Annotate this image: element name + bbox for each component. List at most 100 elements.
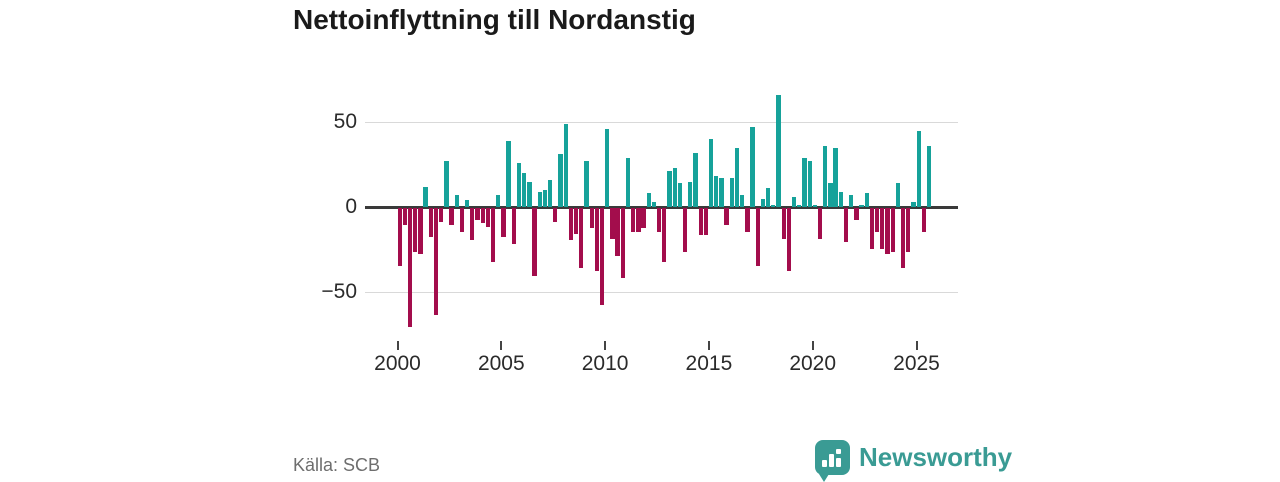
bar-2004Q4 — [496, 195, 501, 207]
bar-2022Q4 — [869, 208, 875, 249]
bar-2014Q2 — [693, 152, 698, 207]
x-tick-label: 2015 — [685, 352, 733, 375]
bar-2016Q4 — [745, 208, 750, 232]
bar-2003Q2 — [464, 200, 470, 207]
bar-2010Q4 — [620, 208, 625, 278]
bar-2008Q3 — [573, 208, 579, 234]
bar-2006Q1 — [522, 173, 527, 207]
bar-2025Q2 — [921, 208, 926, 232]
bar-2021Q2 — [838, 191, 843, 207]
bar-2007Q4 — [558, 154, 563, 207]
bar-2011Q2 — [631, 208, 636, 232]
bar-2024Q1 — [895, 183, 901, 207]
bar-2009Q4 — [599, 208, 605, 305]
y-tick-label: 50 — [333, 110, 357, 133]
bar-2002Q1 — [439, 208, 444, 222]
bar-2009Q2 — [589, 208, 594, 229]
bar-2023Q3 — [885, 208, 890, 254]
bar-2007Q1 — [542, 190, 548, 207]
bar-2023Q2 — [880, 208, 885, 249]
bar-2010Q1 — [605, 128, 610, 207]
x-tick-label: 2000 — [374, 352, 421, 375]
bar-2020Q3 — [823, 145, 828, 207]
bar-2013Q1 — [667, 171, 672, 207]
bar-2009Q1 — [584, 161, 589, 207]
bar-2001Q2 — [423, 186, 428, 207]
bar-chart-speech-bubble-icon — [815, 440, 850, 482]
bar-2010Q3 — [615, 208, 620, 256]
bar-2018Q1 — [771, 205, 776, 207]
bar-2009Q3 — [594, 208, 600, 271]
bar-2024Q3 — [906, 208, 911, 253]
bar-2000Q4 — [413, 208, 418, 253]
bar-2023Q4 — [890, 208, 895, 253]
gridline — [365, 292, 958, 293]
bar-2002Q3 — [449, 208, 454, 225]
bar-2005Q3 — [511, 208, 516, 244]
bar-2007Q2 — [548, 179, 553, 207]
source-label: Källa: SCB — [293, 455, 381, 475]
bar-2011Q1 — [625, 157, 631, 207]
bar-2015Q4 — [724, 208, 729, 225]
x-tick-mark — [915, 341, 918, 350]
bar-2018Q2 — [776, 94, 781, 207]
bar-2006Q2 — [527, 181, 532, 207]
bar-2020Q4 — [828, 183, 833, 207]
bar-2020Q2 — [817, 208, 823, 239]
bar-2004Q3 — [490, 208, 496, 263]
bar-2021Q1 — [833, 147, 838, 207]
bar-2005Q1 — [501, 208, 506, 237]
bar-2019Q1 — [791, 196, 797, 207]
y-tick-label: −50 — [321, 280, 357, 303]
bar-2019Q3 — [802, 157, 807, 207]
bar-2000Q1 — [397, 208, 402, 266]
bar-2007Q3 — [553, 208, 558, 222]
bar-2008Q4 — [579, 208, 584, 268]
bar-2000Q3 — [407, 208, 413, 327]
x-tick-mark — [707, 341, 710, 350]
bar-2014Q1 — [688, 181, 693, 207]
bar-2017Q2 — [755, 208, 760, 266]
bar-2016Q2 — [734, 147, 740, 207]
bar-2003Q3 — [470, 208, 475, 241]
x-tick-mark — [396, 341, 399, 350]
bar-2015Q2 — [714, 176, 719, 207]
bar-2012Q2 — [651, 201, 657, 207]
bar-2012Q1 — [646, 193, 651, 207]
chart-title: Nettoinflyttning till Nordanstig — [293, 4, 696, 35]
bar-2018Q3 — [781, 208, 786, 239]
bar-2021Q3 — [843, 208, 849, 242]
x-tick-label: 2005 — [477, 352, 525, 375]
x-tick-mark — [500, 341, 503, 350]
bar-2017Q4 — [765, 188, 771, 207]
bar-2008Q2 — [568, 208, 574, 241]
newsworthy-wordmark: Newsworthy — [859, 442, 1013, 472]
bar-2012Q4 — [662, 208, 667, 263]
bar-2011Q3 — [636, 208, 641, 232]
bar-2010Q2 — [610, 208, 615, 239]
bar-2019Q4 — [807, 161, 812, 207]
bar-2021Q4 — [849, 195, 854, 207]
bar-2003Q1 — [459, 208, 465, 232]
bar-2022Q2 — [859, 205, 864, 207]
bar-2015Q1 — [708, 139, 714, 207]
bar-2017Q1 — [750, 127, 755, 207]
newsworthy-logo: Newsworthy — [815, 440, 1013, 482]
bar-2000Q2 — [402, 208, 407, 225]
x-tick-label: 2020 — [789, 352, 837, 375]
bar-2016Q1 — [729, 178, 734, 207]
bar-2025Q1 — [916, 130, 921, 207]
bar-2013Q2 — [672, 167, 677, 207]
bar-2025Q3 — [926, 145, 932, 207]
bar-2022Q1 — [854, 208, 859, 220]
bar-2016Q3 — [740, 195, 745, 207]
bar-2013Q4 — [682, 208, 688, 253]
bar-2002Q4 — [454, 195, 459, 207]
bar-2014Q4 — [703, 208, 708, 236]
bar-2005Q4 — [516, 162, 522, 207]
gridline — [365, 122, 958, 123]
bar-2004Q2 — [485, 208, 491, 227]
bar-2008Q1 — [563, 123, 568, 207]
bar-2005Q2 — [506, 140, 511, 207]
